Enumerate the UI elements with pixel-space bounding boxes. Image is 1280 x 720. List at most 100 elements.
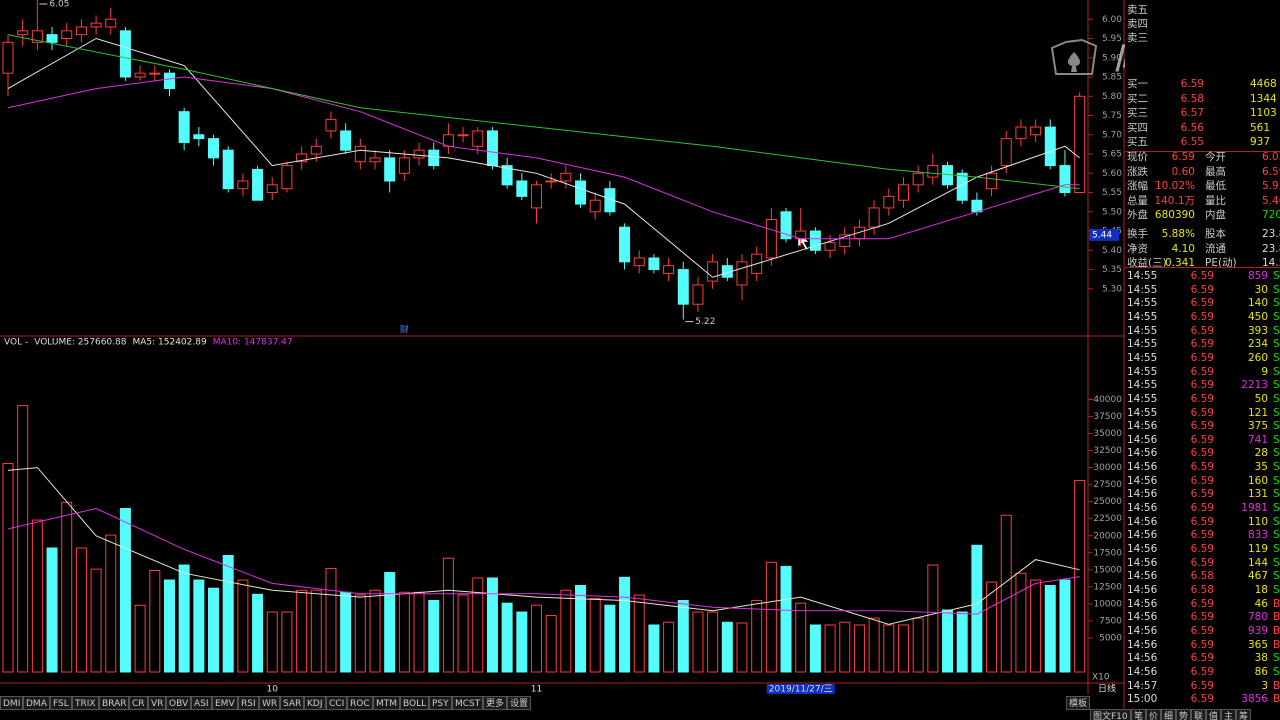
stat-label: 收益(三) <box>1127 257 1167 270</box>
candle-body <box>1059 165 1071 194</box>
volume-bar <box>751 599 763 673</box>
candle-body <box>971 199 983 213</box>
indicator-tab[interactable]: FSL <box>50 696 72 710</box>
logo-icon <box>1050 38 1098 75</box>
y-tick-label: 12500 <box>1093 582 1122 592</box>
indicator-tab[interactable]: TRIX <box>72 696 99 710</box>
candle-body <box>1030 126 1042 136</box>
stat-value: 23.8亿 <box>1262 242 1280 255</box>
indicator-tab[interactable]: VR <box>148 696 167 710</box>
candle-body <box>472 130 484 147</box>
indicator-tab[interactable]: RSI <box>238 696 259 710</box>
panel-tab[interactable]: 笔 <box>1131 709 1147 720</box>
candle-body <box>736 261 748 286</box>
order-volume: 937 <box>1250 136 1271 148</box>
panel-tab[interactable]: 价 <box>1146 709 1162 720</box>
stat-value: 680390 <box>1154 209 1195 222</box>
volume-bar <box>633 594 645 673</box>
panel-tab[interactable]: 细 <box>1161 709 1177 720</box>
indicator-tab[interactable]: OBV <box>166 696 192 710</box>
volume-bar <box>134 604 146 673</box>
stat-label: 换手 <box>1127 228 1148 240</box>
volume-bar <box>354 594 366 673</box>
indicator-tab[interactable]: EMV <box>212 696 238 710</box>
trade-time: 14:56 <box>1127 433 1158 446</box>
trade-side: B <box>1273 624 1280 637</box>
volume-bar <box>2 463 14 673</box>
candle-body <box>575 180 587 205</box>
candle-body <box>516 180 528 197</box>
volume-bar <box>31 519 43 673</box>
indicator-tab[interactable]: 更多 <box>483 696 508 710</box>
indicator-tab[interactable]: CCI <box>326 696 348 710</box>
trade-time: 14:56 <box>1127 488 1158 501</box>
stat-label: 现价 <box>1127 151 1148 163</box>
trade-volume: 859 <box>1247 270 1268 282</box>
stat-value: 14.5 <box>1262 257 1280 270</box>
trade-side: S <box>1273 447 1280 460</box>
candle-body <box>222 149 234 190</box>
indicator-tab[interactable]: ROC <box>347 696 373 710</box>
indicator-tab[interactable]: ASI <box>191 696 212 710</box>
volume-bar <box>780 565 792 673</box>
candle-body <box>530 184 542 209</box>
stat-value: 10.02% <box>1154 180 1195 193</box>
indicator-tab[interactable]: 设置 <box>507 696 532 710</box>
indicator-tab[interactable]: DMA <box>23 696 50 710</box>
y-tick-label: 5.50 <box>1102 207 1122 217</box>
trade-side: B <box>1273 597 1280 610</box>
candle-body <box>46 34 58 43</box>
trade-volume: 35 <box>1254 461 1268 474</box>
volume-bar <box>325 567 337 673</box>
panel-tab[interactable]: 值 <box>1206 709 1222 720</box>
y-tick-label: 7500 <box>1099 616 1122 626</box>
panel-tab[interactable]: 筹 <box>1236 709 1252 720</box>
volume-bar <box>149 569 161 673</box>
candle-body <box>707 261 719 282</box>
stat-value: 6.59 <box>1171 151 1195 163</box>
candle-body <box>560 172 572 182</box>
panel-tab[interactable]: 联 <box>1191 709 1207 720</box>
trade-price: 6.59 <box>1190 283 1214 296</box>
volume-bar <box>222 555 234 673</box>
cursor-price-box <box>1089 228 1119 241</box>
indicator-tab[interactable]: BOLL <box>400 696 430 710</box>
indicator-tab[interactable]: PSY <box>429 696 452 710</box>
indicator-tab[interactable]: WR <box>259 696 281 710</box>
candle-body <box>765 218 777 259</box>
indicator-tab[interactable]: MCST <box>452 696 484 710</box>
stat-label: PE(动) <box>1205 257 1237 270</box>
volume-bar <box>17 405 29 673</box>
order-price: 6.56 <box>1180 121 1204 134</box>
event-marker: 财 <box>400 324 409 336</box>
trade-time: 15:00 <box>1127 693 1158 706</box>
y-tick-label: 20000 <box>1093 531 1122 541</box>
trade-side: S <box>1273 310 1280 323</box>
panel-tab[interactable]: 图文F10 <box>1090 709 1131 720</box>
indicator-tab[interactable]: DMI <box>0 696 24 710</box>
candle-body <box>193 134 205 140</box>
indicator-tab[interactable]: SAR <box>280 696 305 710</box>
candle-body <box>369 157 381 163</box>
candle-body <box>677 269 689 305</box>
indicator-tab[interactable]: KDJ <box>304 696 326 710</box>
indicator-tab[interactable]: MTM <box>373 696 401 710</box>
trade-side: B <box>1273 611 1280 624</box>
volume-bar <box>853 624 865 673</box>
stat-value: 0.341 <box>1164 257 1195 270</box>
stat-value: 6.02 <box>1262 151 1280 163</box>
candle-body <box>839 234 851 247</box>
template-tab[interactable]: 模板 <box>1066 696 1091 710</box>
indicator-tab[interactable]: BRAR <box>99 696 130 710</box>
trade-side: S <box>1273 543 1280 555</box>
trade-volume: 3856 <box>1241 693 1268 706</box>
candle-body <box>354 145 366 163</box>
trade-price: 6.59 <box>1190 488 1214 501</box>
volume-bar <box>1015 572 1027 673</box>
indicator-tab[interactable]: CR <box>129 696 148 710</box>
panel-tab[interactable]: 主 <box>1221 709 1237 720</box>
panel-tab[interactable]: 势 <box>1176 709 1192 720</box>
logo-spade <box>1068 52 1080 72</box>
candle-body <box>75 26 87 36</box>
volume-bar <box>472 577 484 673</box>
